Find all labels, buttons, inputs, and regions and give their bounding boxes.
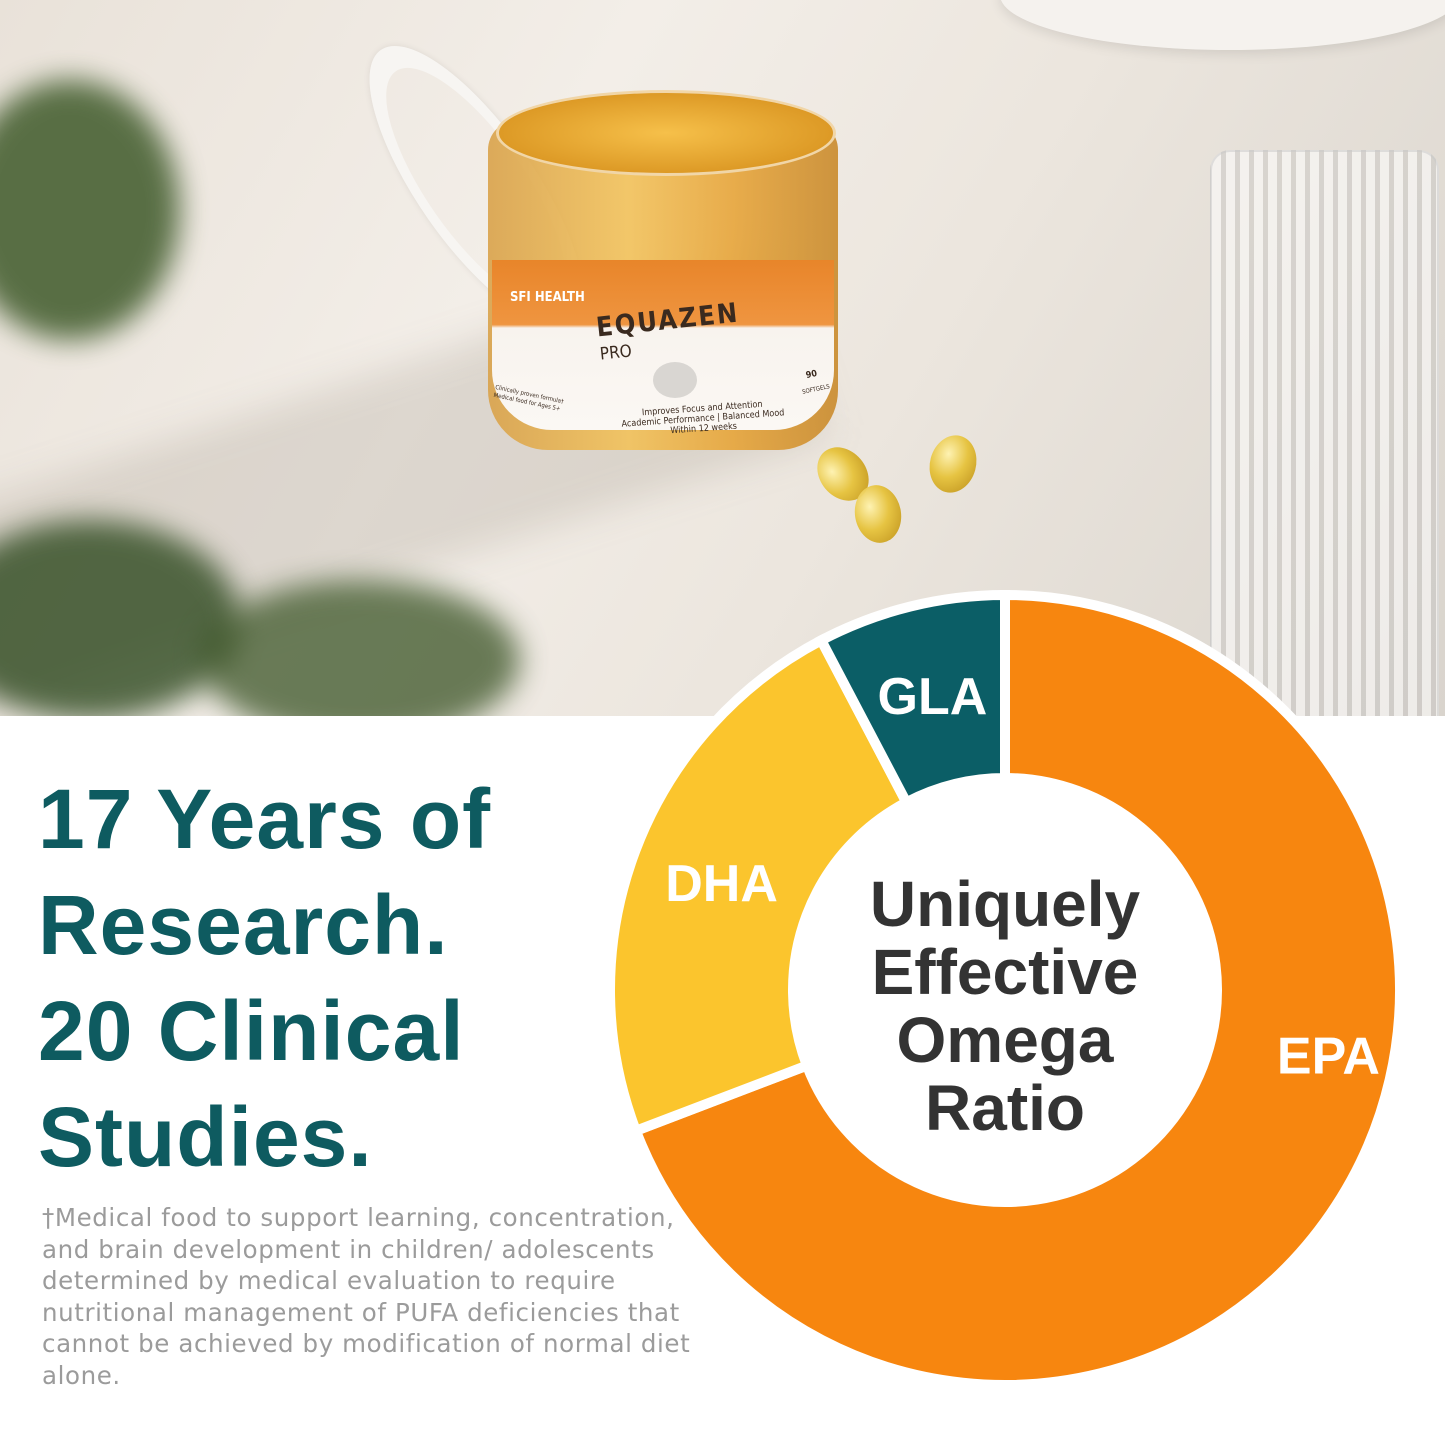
headline-line: 17 Years of — [38, 772, 492, 866]
jar-label — [492, 260, 834, 430]
blurred-leaf — [0, 520, 240, 716]
blurred-leaf — [0, 80, 180, 340]
donut-label-gla: GLA — [878, 668, 988, 726]
donut-segment-gla — [814, 589, 1010, 810]
headline: 17 Years of Research. 20 Clinical Studie… — [38, 766, 491, 1190]
donut-segment-dha — [605, 633, 914, 1138]
water-glass — [1210, 150, 1439, 716]
footnote: †Medical food to support learning, conce… — [42, 1203, 691, 1390]
donut-segment-epa — [629, 589, 1405, 1390]
center-text-line: Ratio — [925, 1072, 1085, 1144]
product-jar: SFI HEALTH EQUAZEN PRO Improves Focus an… — [488, 80, 838, 460]
center-text-line: Effective — [871, 936, 1139, 1008]
blurred-leaf — [200, 580, 520, 716]
headline-line: Research. — [38, 878, 449, 972]
donut-center-text: Uniquely Effective Omega Ratio — [800, 870, 1210, 1142]
donut-label-dha: DHA — [665, 855, 778, 913]
product-photo: SFI HEALTH EQUAZEN PRO Improves Focus an… — [0, 0, 1445, 716]
jar-rim — [496, 90, 836, 176]
head-icon — [653, 362, 697, 398]
center-text-line: Omega — [896, 1004, 1114, 1076]
brand-logo: SFI HEALTH — [510, 290, 585, 305]
donut-label-epa: EPA — [1277, 1028, 1380, 1086]
headline-line: 20 Clinical — [38, 984, 465, 1078]
center-text-line: Uniquely — [869, 868, 1141, 940]
headline-line: Studies. — [38, 1090, 373, 1184]
